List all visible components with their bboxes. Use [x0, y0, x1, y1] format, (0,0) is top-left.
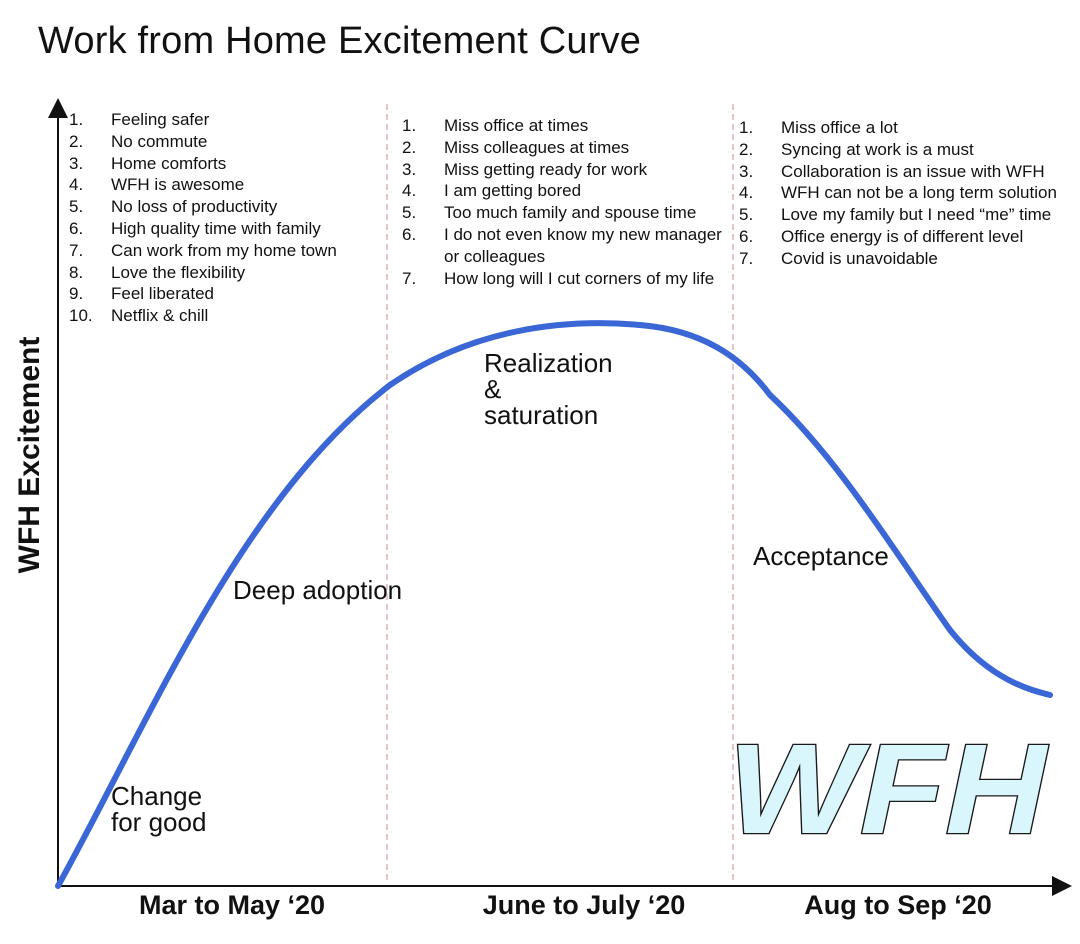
list-item: 5. Love my family but I need “me” time	[739, 204, 1059, 226]
list-item-number: 9.	[69, 284, 84, 304]
list-item: 4. WFH can not be a long term solution	[739, 182, 1059, 204]
page-title: Work from Home Excitement Curve	[38, 20, 642, 62]
list-item-number: 2.	[69, 131, 84, 151]
list-item-text: Too much family and spouse time	[444, 203, 697, 223]
list-item-text: Miss office at times	[444, 116, 589, 135]
list-item: 8. Love the flexibility	[69, 262, 379, 284]
list-item-number: 7.	[69, 240, 84, 260]
list-item: 7. Covid is unavoidable	[739, 248, 1059, 270]
list-item-text: No loss of productivity	[111, 197, 278, 217]
list-item: 7. How long will I cut corners of my life	[402, 268, 727, 290]
y-axis-label: WFH Excitement	[13, 336, 46, 574]
list-item-text: Collaboration is an issue with WFH	[781, 161, 1045, 181]
list-item-number: 5.	[69, 197, 84, 217]
list-item-number: 8.	[69, 262, 84, 282]
list-item: 5. No loss of productivity	[69, 196, 379, 218]
list-item-number: 5.	[739, 205, 754, 225]
list-item: 4. I am getting bored	[402, 180, 727, 202]
list-item-number: 10.	[69, 306, 93, 326]
stage-label-adoption: Deep adoption	[233, 575, 403, 605]
list-item-text: Love the flexibility	[111, 262, 246, 282]
list-item-number: 3.	[402, 159, 417, 179]
list-item-number: 7.	[402, 268, 417, 288]
stage-label-acceptance: Acceptance	[753, 541, 889, 571]
list-item-number: 2.	[739, 139, 754, 159]
list-item: 1. Feeling safer	[69, 109, 379, 131]
list-item: 3. Collaboration is an issue with WFH	[739, 161, 1059, 183]
list-item-text: WFH can not be a long term solution	[781, 183, 1057, 203]
list-item-number: 6.	[739, 226, 754, 246]
list-item-number: 3.	[739, 161, 754, 181]
list-item: 3. Miss getting ready for work	[402, 159, 727, 181]
list-item: 6. Office energy is of different level	[739, 226, 1059, 248]
list-item: 5. Too much family and spouse time	[402, 202, 727, 224]
list-item-number: 2.	[402, 137, 417, 157]
stage-label-change: Change for good	[111, 781, 207, 837]
period-label-2: June to July ‘20	[482, 890, 686, 920]
list-item-number: 1.	[69, 110, 84, 129]
list-item-text: I am getting bored	[444, 181, 582, 201]
phase-list-2: 1. Miss office at times 2. Miss colleagues …	[402, 115, 727, 289]
list-item-text: High quality time with family	[111, 218, 321, 238]
list-item-number: 6.	[402, 224, 417, 244]
wfh-logo: WFH	[727, 724, 1050, 846]
list-item: 1. Miss office a lot	[739, 117, 1059, 139]
list-item: 6. High quality time with family	[69, 218, 379, 240]
list-item-text: Syncing at work is a must	[781, 139, 974, 159]
list-item: 9. Feel liberated	[69, 283, 379, 305]
list-item-text: No commute	[111, 131, 208, 151]
stage-label-realization: Realization & saturation	[484, 348, 613, 430]
list-item: 6. I do not even know my new manager or c…	[402, 224, 727, 268]
list-item-text: Office energy is of different level	[781, 226, 1024, 246]
list-item: 2. Miss colleagues at times	[402, 137, 727, 159]
list-item: 1. Miss office at times	[402, 115, 727, 137]
phase-list-3: 1. Miss office a lot 2. Syncing at work is …	[739, 117, 1059, 270]
list-item-text: Can work from my home town	[111, 240, 337, 260]
list-item-number: 5.	[402, 203, 417, 223]
list-item: 10. Netflix & chill	[69, 305, 379, 327]
phase-list-1: 1. Feeling safer 2. No commute 3. Home comfor…	[69, 109, 379, 327]
period-label-1: Mar to May ‘20	[138, 890, 326, 920]
list-item-text: Netflix & chill	[111, 306, 209, 326]
list-item-text: Feel liberated	[111, 284, 215, 304]
list-item-text: Love my family but I need “me” time	[781, 205, 1052, 225]
list-item-text: Covid is unavoidable	[781, 248, 938, 268]
list-item-text: Miss colleagues at times	[444, 137, 630, 157]
list-item-number: 7.	[739, 248, 754, 268]
list-item-text: WFH is awesome	[111, 175, 245, 195]
list-item: 7. Can work from my home town	[69, 240, 379, 262]
list-item-number: 4.	[402, 181, 417, 201]
excitement-curve	[55, 320, 1053, 889]
list-item-number: 4.	[69, 175, 84, 195]
period-label-3: Aug to Sep ‘20	[804, 890, 992, 920]
wfh-logo-text: WFH	[728, 724, 1049, 846]
list-item-text: Miss office a lot	[781, 118, 898, 137]
list-item-number: 3.	[69, 153, 84, 173]
list-item-text: Miss getting ready for work	[444, 159, 648, 179]
list-item-text: How long will I cut corners of my life	[444, 268, 715, 288]
list-item: 4. WFH is awesome	[69, 174, 379, 196]
list-item: 3. Home comforts	[69, 153, 379, 175]
list-item-text: Home comforts	[111, 153, 227, 173]
list-item-number: 1.	[402, 116, 417, 135]
list-item-text: I do not even know my new manager or col…	[444, 224, 722, 266]
list-item-number: 4.	[739, 183, 754, 203]
list-item-text: Feeling safer	[111, 110, 210, 129]
list-item: 2. Syncing at work is a must	[739, 139, 1059, 161]
list-item-number: 1.	[739, 118, 754, 137]
list-item: 2. No commute	[69, 131, 379, 153]
list-item-number: 6.	[69, 218, 84, 238]
